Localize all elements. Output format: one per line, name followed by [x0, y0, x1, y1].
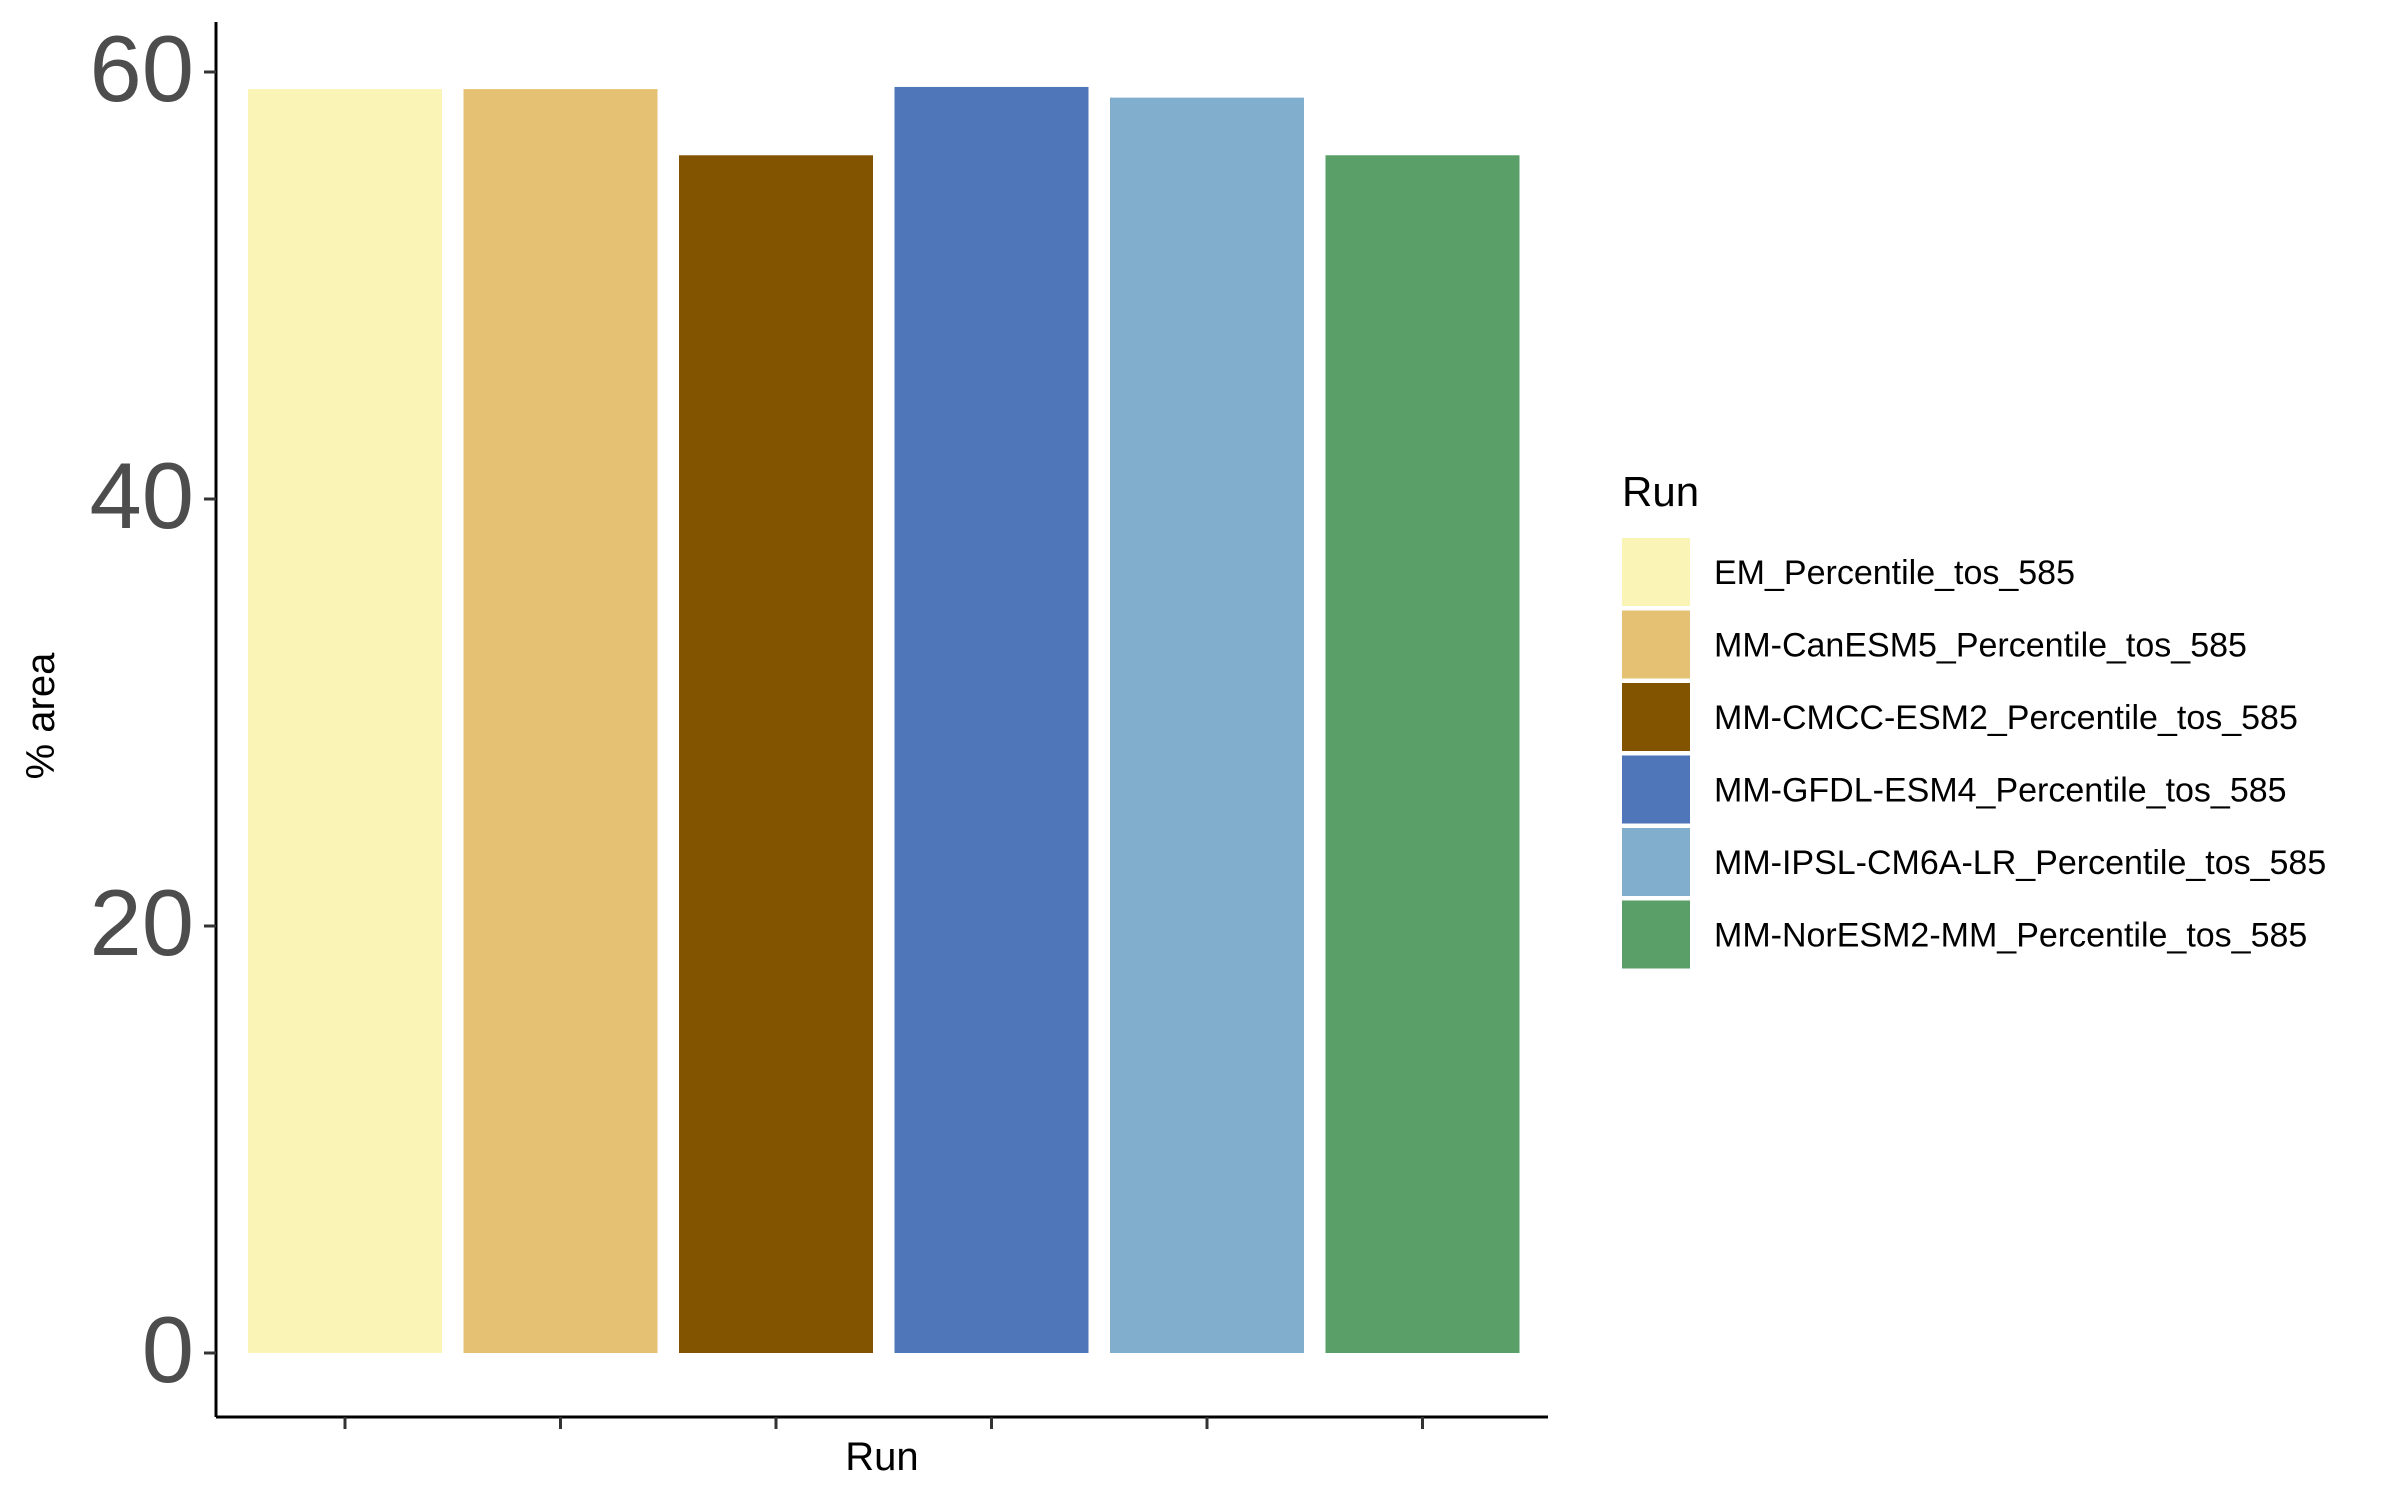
- bar-5: [1110, 97, 1304, 1354]
- legend-title: Run: [1622, 468, 1699, 515]
- legend-key-6: [1622, 900, 1690, 969]
- y-tick-label: 0: [142, 1297, 194, 1402]
- legend-label-5: MM-IPSL-CM6A-LR_Percentile_tos_585: [1714, 844, 2326, 882]
- bar-1: [248, 89, 442, 1354]
- x-axis-title: Run: [845, 1435, 918, 1479]
- y-axis-title: % area: [19, 652, 63, 779]
- bar-2: [463, 89, 658, 1354]
- x-axis: [216, 1415, 1548, 1429]
- legend-key-3: [1622, 683, 1690, 751]
- bar-6: [1325, 155, 1520, 1353]
- legend-label-1: EM_Percentile_tos_585: [1714, 554, 2075, 592]
- legend: Run EM_Percentile_tos_585 MM-CanESM5_Perc…: [1622, 468, 2326, 969]
- y-axis: 0 20 40 60: [89, 16, 218, 1417]
- y-tick-label: 60: [89, 16, 194, 121]
- legend-key-2: [1622, 610, 1690, 679]
- y-tick-label: 40: [89, 443, 194, 548]
- bar-4: [894, 86, 1089, 1354]
- legend-key-4: [1622, 755, 1690, 824]
- y-tick-label: 20: [89, 870, 194, 975]
- bar-3: [679, 155, 873, 1353]
- legend-label-2: MM-CanESM5_Percentile_tos_585: [1714, 627, 2247, 665]
- bars: [248, 86, 1520, 1354]
- legend-label-6: MM-NorESM2-MM_Percentile_tos_585: [1714, 917, 2307, 955]
- legend-label-3: MM-CMCC-ESM2_Percentile_tos_585: [1714, 699, 2298, 737]
- legend-key-1: [1622, 538, 1690, 606]
- legend-key-5: [1622, 828, 1690, 896]
- legend-label-4: MM-GFDL-ESM4_Percentile_tos_585: [1714, 772, 2287, 810]
